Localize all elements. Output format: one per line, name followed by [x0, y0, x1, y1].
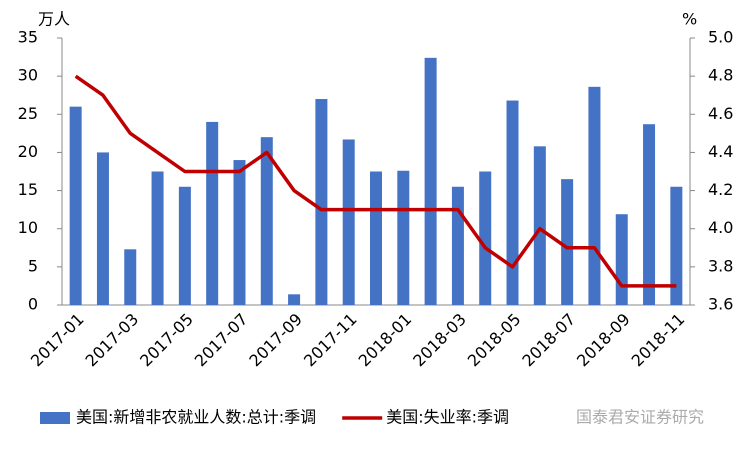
bar	[588, 86, 601, 305]
y2-tick-label: 3.6	[708, 295, 733, 314]
x-tick-label: 2017-03	[82, 310, 143, 371]
bar	[260, 137, 273, 305]
bar	[397, 170, 410, 305]
y2-tick-label: 3.8	[708, 256, 733, 275]
bar	[533, 146, 546, 305]
x-tick-label: 2018-03	[409, 310, 470, 371]
bar	[506, 100, 519, 305]
bar	[424, 57, 437, 305]
bar	[233, 160, 246, 305]
x-tick-label: 2018-11	[628, 310, 689, 371]
x-tick-label: 2018-05	[464, 310, 525, 371]
bar	[342, 139, 355, 305]
bar	[643, 124, 656, 306]
y2-tick-label: 4.8	[708, 66, 733, 85]
x-tick-label: 2017-09	[245, 310, 306, 371]
line	[74, 74, 677, 288]
x-tick-label: 2017-07	[191, 310, 252, 371]
legend-swatch	[40, 412, 70, 424]
x-tick-label: 2017-11	[300, 310, 361, 371]
bar	[670, 186, 683, 305]
bar	[451, 186, 464, 305]
y-axis-unit: 万人	[38, 10, 70, 29]
bar	[370, 171, 382, 305]
bar	[288, 294, 301, 305]
bar	[315, 99, 328, 306]
bar	[615, 214, 628, 305]
legend-label: 美国:新增非农就业人数:总计:季调	[76, 408, 316, 427]
y2-axis-unit: %	[682, 10, 697, 29]
bar	[124, 249, 137, 305]
y-tick-label: 25	[18, 104, 38, 123]
y2-tick-label: 4.4	[708, 142, 733, 161]
bar	[561, 179, 574, 305]
y-tick-label: 0	[28, 295, 38, 314]
y-tick-label: 35	[18, 28, 38, 47]
x-tick-label: 2018-01	[355, 310, 416, 371]
x-tick-label: 2018-09	[573, 310, 634, 371]
bar	[479, 171, 492, 305]
bar	[69, 106, 82, 306]
y-tick-label: 5	[28, 256, 38, 275]
bar	[178, 186, 191, 305]
y-tick-label: 20	[18, 142, 38, 161]
y2-tick-label: 5.0	[708, 28, 733, 47]
y2-tick-label: 4.0	[708, 218, 733, 237]
bar	[96, 152, 109, 305]
bar	[206, 121, 219, 306]
watermark: 国泰君安证券研究	[576, 408, 704, 427]
x-tick-label: 2017-01	[27, 310, 88, 371]
bar	[151, 171, 164, 305]
x-tick-label: 2018-07	[518, 310, 579, 371]
y-tick-label: 10	[18, 218, 38, 237]
y2-tick-label: 4.6	[708, 104, 733, 123]
x-tick-label: 2017-05	[136, 310, 197, 371]
y-tick-label: 30	[18, 66, 38, 85]
y-tick-label: 15	[18, 180, 38, 199]
y2-tick-label: 4.2	[708, 180, 733, 199]
legend-label: 美国:失业率:季调	[386, 408, 509, 427]
